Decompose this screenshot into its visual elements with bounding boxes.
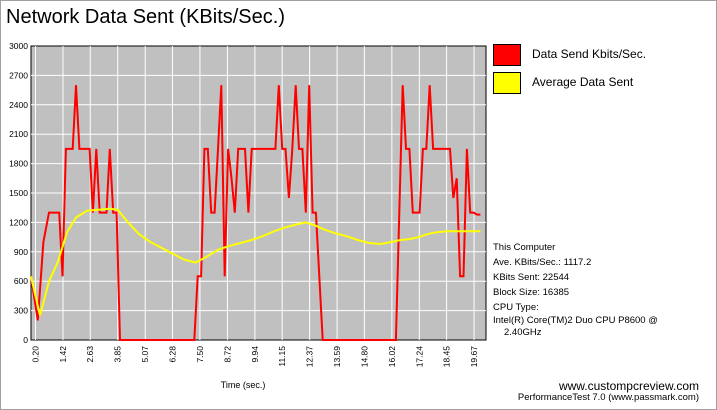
x-tick-label: 11.15	[277, 346, 287, 367]
grid-lines	[31, 46, 486, 340]
cpu-type-line1: Intel(R) Core(TM)2 Duo CPU P8600 @	[493, 315, 658, 326]
computer-name: This Computer	[493, 242, 556, 253]
y-tick-label: 1500	[9, 188, 28, 198]
x-tick-label: 5.07	[140, 346, 150, 363]
y-tick-label: 1200	[9, 217, 28, 227]
x-tick-label: 12.37	[305, 346, 315, 368]
x-tick-label: 16.02	[387, 346, 397, 368]
y-tick-label: 3000	[9, 41, 28, 51]
kbits-sent: KBits Sent: 22544	[493, 272, 570, 283]
system-info-panel: This Computer Ave. KBits/Sec.: 1117.2 KB…	[493, 240, 713, 339]
x-tick-label: 8.72	[222, 346, 232, 363]
x-tick-label: 3.85	[113, 346, 123, 363]
block-size: Block Size: 16385	[493, 287, 570, 298]
y-axis-ticks: 0 300 600 900 1200 1500 1800 2100 2400 2700 3000	[9, 41, 28, 345]
x-tick-label: 9.94	[250, 346, 260, 363]
x-tick-label: 0.20	[31, 346, 41, 363]
y-tick-label: 2100	[9, 129, 28, 139]
average-kbits: Ave. KBits/Sec.: 1117.2	[493, 257, 592, 268]
legend-swatch-average	[493, 72, 521, 94]
x-tick-label: 13.59	[332, 346, 342, 368]
x-axis-label: Time (sec.)	[221, 380, 266, 390]
y-tick-label: 600	[14, 276, 28, 286]
x-tick-label: 6.28	[167, 346, 177, 363]
x-tick-label: 17.24	[414, 346, 424, 368]
x-tick-label: 7.50	[195, 346, 205, 363]
x-tick-label: 2.63	[85, 346, 95, 363]
y-tick-label: 2700	[9, 70, 28, 80]
y-tick-label: 900	[14, 247, 28, 257]
legend-label-average: Average Data Sent	[532, 75, 634, 89]
x-tick-label: 18.45	[442, 346, 452, 368]
cpu-type-label: CPU Type:	[493, 302, 539, 313]
x-axis-ticks: 0.20 1.42 2.63 3.85 5.07 6.28 7.50 8.72 9.94 11.1…	[31, 346, 480, 368]
y-tick-label: 2400	[9, 100, 28, 110]
y-tick-label: 0	[23, 335, 28, 345]
y-tick-label: 300	[14, 306, 28, 316]
x-tick-label: 19.67	[469, 346, 479, 368]
legend-swatch-send	[493, 44, 521, 66]
cpu-type-line2: 2.40GHz	[504, 327, 542, 338]
legend-label-send: Data Send Kbits/Sec.	[532, 47, 647, 61]
chart-title: Network Data Sent (KBits/Sec.)	[6, 6, 285, 28]
footer-product: PerformanceTest 7.0 (www.passmark.com)	[517, 392, 699, 403]
average-series-line	[30, 207, 481, 316]
footer-website: www.custompcreview.com	[558, 379, 699, 393]
chart-series	[30, 85, 481, 341]
x-tick-label: 14.80	[359, 346, 369, 368]
y-tick-label: 1800	[9, 159, 28, 169]
x-tick-label: 1.42	[58, 346, 68, 363]
send-series-line	[30, 85, 481, 341]
